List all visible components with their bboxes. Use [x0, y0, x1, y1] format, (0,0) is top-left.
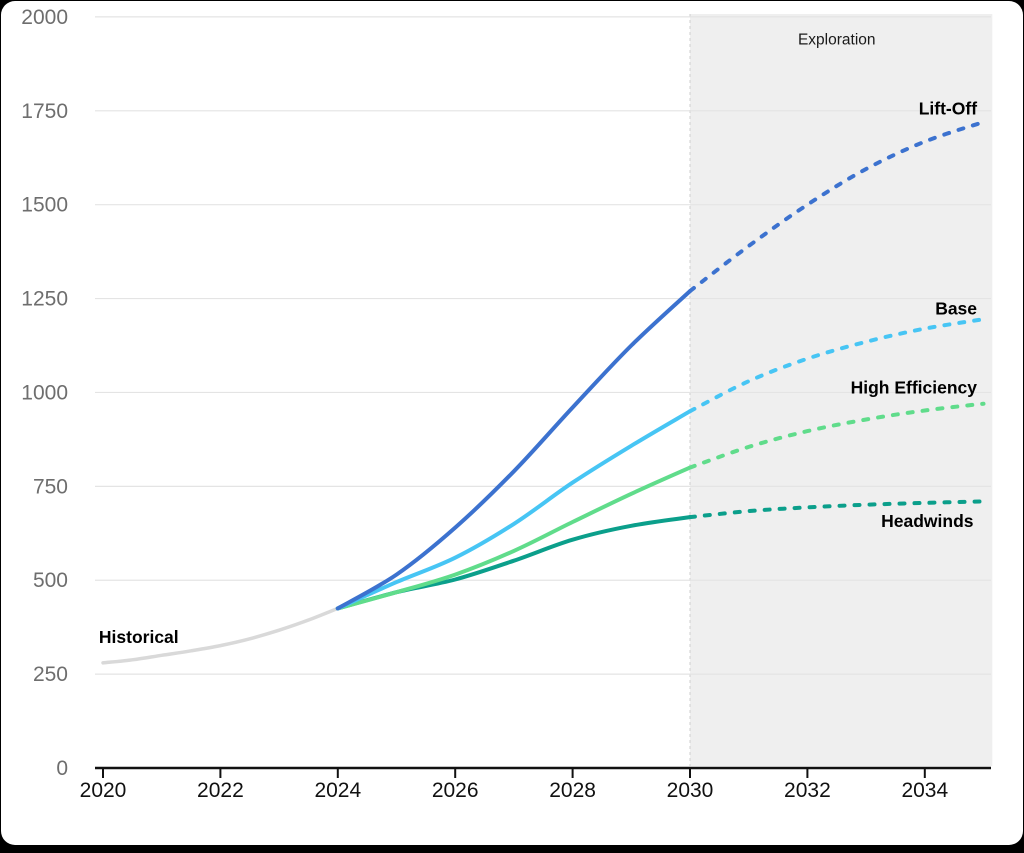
series-lift-off-dashed	[688, 120, 986, 294]
y-tick-label-1250: 1250	[21, 288, 68, 311]
series-high-efficiency-dashed	[688, 401, 986, 470]
headwinds-label: Headwinds	[881, 511, 974, 531]
y-tick-label-2000: 2000	[21, 6, 68, 29]
x-tick-label-2032: 2032	[784, 779, 831, 802]
x-tick-label-2030: 2030	[667, 779, 714, 802]
base-label: Base	[935, 299, 977, 319]
x-tick-label-2034: 2034	[901, 779, 948, 802]
y-tick-label-500: 500	[33, 569, 68, 592]
y-tick-label-1000: 1000	[21, 381, 68, 404]
x-tick-label-2028: 2028	[549, 779, 596, 802]
liftoff-label: Lift-Off	[919, 98, 977, 118]
x-tick-label-2022: 2022	[197, 779, 244, 802]
x-tick-label-2020: 2020	[80, 779, 127, 802]
exploration-region	[690, 14, 993, 766]
y-tick-label-250: 250	[33, 663, 68, 686]
x-tick-label-2026: 2026	[432, 779, 479, 802]
series-base-dashed	[688, 317, 986, 414]
high-efficiency-label: High Efficiency	[851, 377, 978, 397]
y-tick-label-1750: 1750	[21, 100, 68, 123]
x-tick-label-2024: 2024	[314, 779, 361, 802]
y-tick-label-750: 750	[33, 475, 68, 498]
historical-label: Historical	[99, 627, 179, 647]
series-base-solid	[335, 409, 692, 611]
series-historical-solid	[101, 606, 340, 665]
series-headwinds-dashed	[688, 499, 986, 520]
y-tick-label-0: 0	[56, 757, 68, 780]
series-lift-off-solid	[335, 289, 692, 611]
exploration-label: Exploration	[798, 31, 876, 48]
series-high-efficiency-solid	[335, 465, 692, 611]
y-tick-label-1500: 1500	[21, 194, 68, 217]
